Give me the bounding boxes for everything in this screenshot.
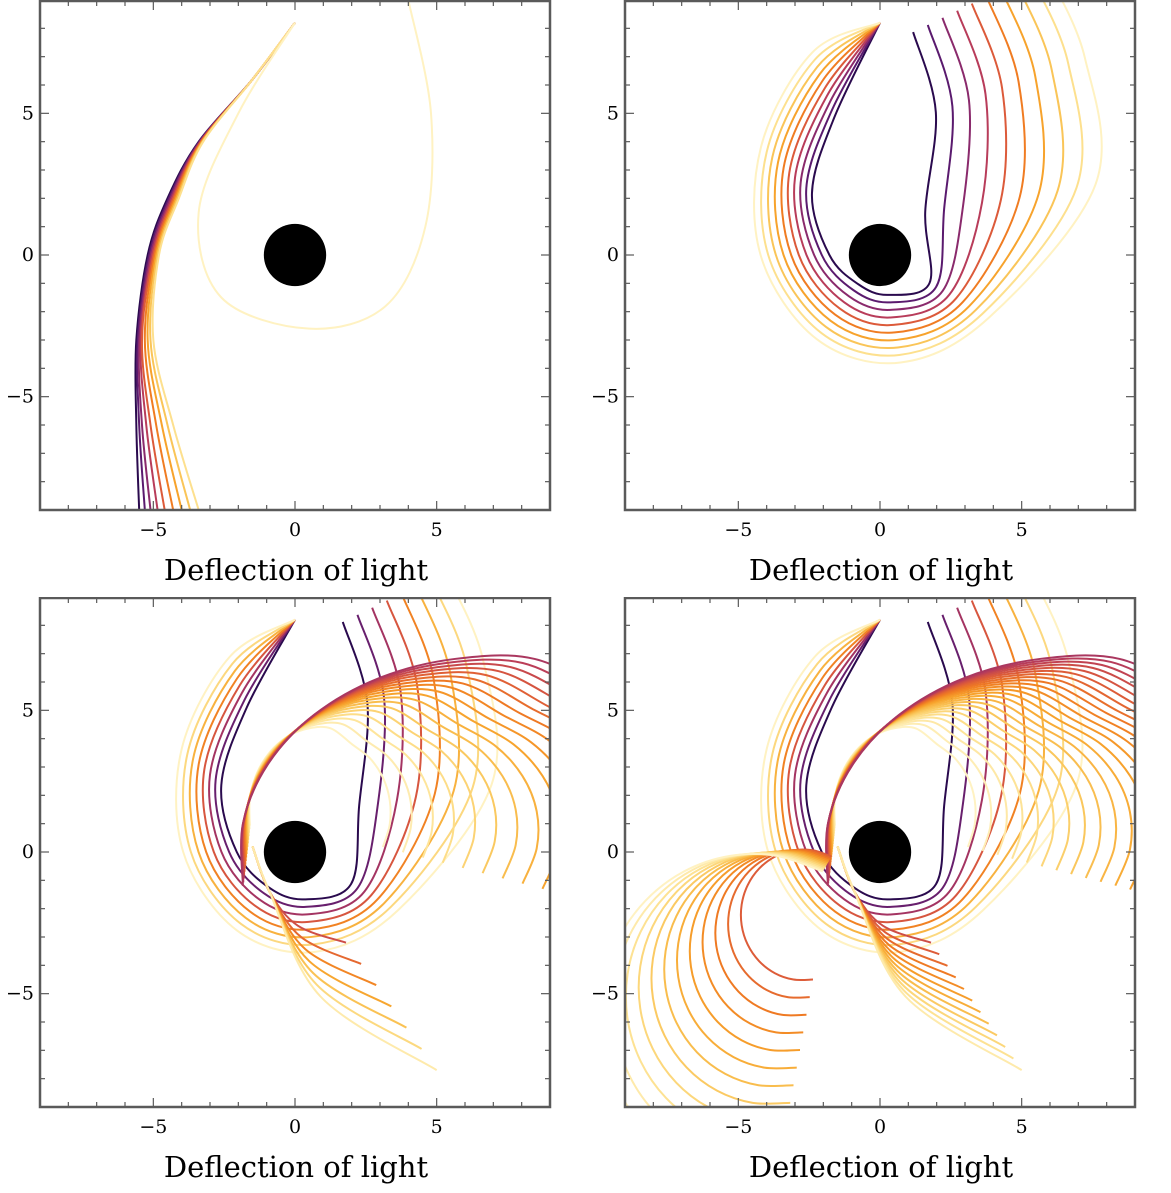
black-hole xyxy=(848,820,912,884)
y-tick-label: 0 xyxy=(607,841,619,863)
y-tick-label: −5 xyxy=(591,386,619,408)
light-ray-7 xyxy=(760,597,1084,954)
light-ray-53 xyxy=(625,852,825,1107)
minor-ticks xyxy=(40,598,550,1107)
x-tick-label: 0 xyxy=(874,1116,886,1138)
light-ray-47 xyxy=(701,849,830,1035)
y-tick-label: 0 xyxy=(607,244,619,266)
light-ray-43 xyxy=(836,845,1023,1072)
x-tick-label: 5 xyxy=(431,519,443,541)
light-ray-8 xyxy=(151,22,296,510)
light-ray-5 xyxy=(773,597,1046,939)
minor-ticks xyxy=(625,1,1135,510)
light-ray-7 xyxy=(767,0,1065,350)
x-tick-label: 5 xyxy=(431,1116,443,1138)
light-ray-1 xyxy=(799,614,972,908)
x-tick-label: 0 xyxy=(874,519,886,541)
black-hole xyxy=(848,223,912,287)
light-ray-0 xyxy=(805,619,954,901)
light-ray-9 xyxy=(197,0,434,330)
light-ray-2 xyxy=(793,607,989,916)
black-hole xyxy=(263,820,327,884)
light-ray-46 xyxy=(714,849,831,1017)
light-ray-4 xyxy=(786,3,1008,327)
plot-area xyxy=(175,597,550,1072)
y-tick-label: 0 xyxy=(22,244,34,266)
x-tick-label: 0 xyxy=(289,519,301,541)
light-ray-8 xyxy=(760,0,1084,357)
y-tick-label: −5 xyxy=(6,983,34,1005)
x-tick-label: −5 xyxy=(139,519,167,541)
light-ray-7 xyxy=(175,597,499,954)
light-ray-6 xyxy=(767,597,1065,947)
x-tick-label: −5 xyxy=(724,1116,752,1138)
chart-panel-4: −5 0 5 −5 0 5 Deflection of light xyxy=(585,597,1170,1193)
y-tick-label: 0 xyxy=(22,841,34,863)
light-ray-1 xyxy=(805,22,954,304)
chart-caption: Deflection of light xyxy=(164,1150,429,1184)
light-ray-6 xyxy=(773,0,1046,342)
light-ray-5 xyxy=(780,0,1026,334)
y-tick-label: −5 xyxy=(6,386,34,408)
plot-area xyxy=(134,0,434,510)
x-tick-label: 5 xyxy=(1016,519,1028,541)
y-tick-label: 5 xyxy=(607,102,619,124)
light-ray-32 xyxy=(251,845,438,1072)
light-ray-3 xyxy=(793,10,989,319)
chart-caption: Deflection of light xyxy=(749,553,1014,587)
light-ray-2 xyxy=(799,17,972,311)
chart-panel-2: −5 0 5 −5 0 5 Deflection of light xyxy=(585,0,1170,596)
light-ray-8 xyxy=(833,725,977,848)
light-ray-30 xyxy=(825,657,1135,884)
plot-area xyxy=(753,0,1103,365)
light-ray-55 xyxy=(625,853,824,1107)
chart-panel-1: −5 0 5 −5 0 5 Deflection of light xyxy=(0,0,585,596)
x-tick-label: 5 xyxy=(1016,1116,1028,1138)
chart-caption: Deflection of light xyxy=(164,553,429,587)
chart-panel-3: −5 0 5 −5 0 5 Deflection of light xyxy=(0,597,585,1193)
light-ray-23 xyxy=(241,662,550,879)
light-ray-8 xyxy=(248,725,392,848)
light-ray-9 xyxy=(753,0,1103,365)
minor-ticks xyxy=(40,1,550,510)
plot-area xyxy=(625,597,1135,1107)
light-ray-2 xyxy=(208,607,404,916)
light-ray-5 xyxy=(188,597,461,939)
y-tick-label: 5 xyxy=(22,102,34,124)
light-ray-0 xyxy=(810,22,938,296)
y-tick-label: 5 xyxy=(22,699,34,721)
light-ray-1 xyxy=(214,614,387,908)
y-tick-label: 5 xyxy=(607,699,619,721)
x-tick-label: −5 xyxy=(724,519,752,541)
x-tick-label: 0 xyxy=(289,1116,301,1138)
chart-caption: Deflection of light xyxy=(749,1150,1014,1184)
light-ray-25 xyxy=(240,654,550,886)
x-tick-label: −5 xyxy=(139,1116,167,1138)
light-ray-31 xyxy=(825,654,1135,886)
light-ray-6 xyxy=(182,597,480,947)
black-hole xyxy=(263,223,327,287)
minor-ticks xyxy=(625,598,1135,1107)
y-tick-label: −5 xyxy=(591,983,619,1005)
